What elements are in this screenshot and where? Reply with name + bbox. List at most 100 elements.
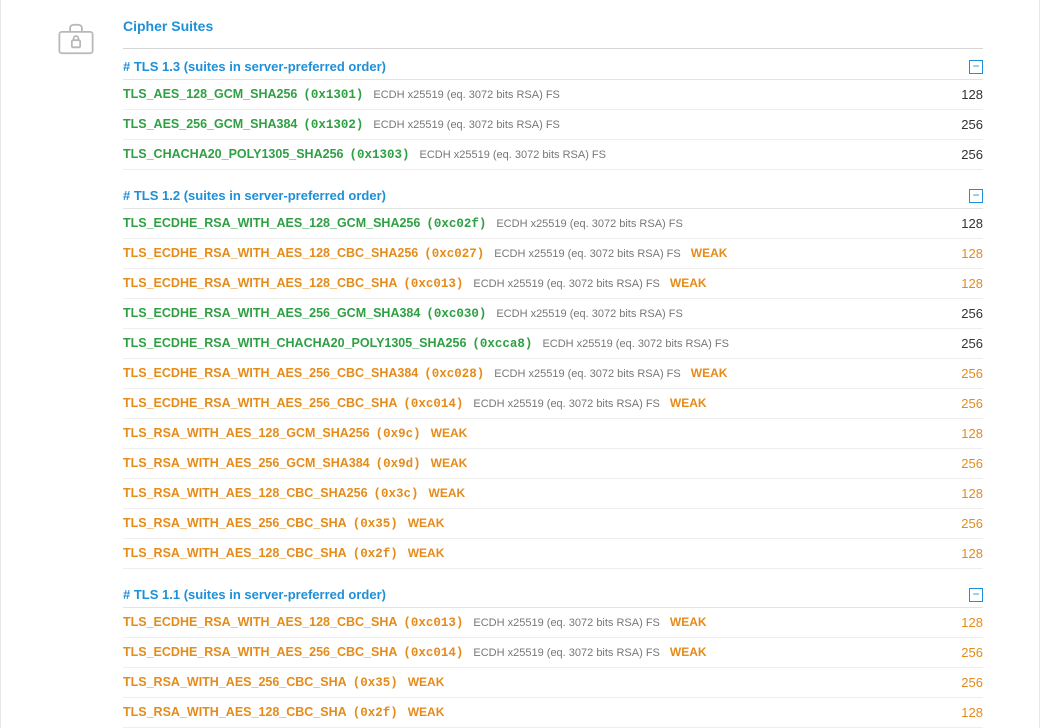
cipher-bits: 256 xyxy=(943,117,983,132)
cipher-name[interactable]: TLS_RSA_WITH_AES_128_CBC_SHA xyxy=(123,705,347,719)
weak-badge: WEAK xyxy=(670,645,707,659)
cipher-row-left: TLS_ECDHE_RSA_WITH_AES_256_CBC_SHA(0xc01… xyxy=(123,396,707,411)
cipher-bits: 256 xyxy=(943,306,983,321)
cipher-row-left: TLS_RSA_WITH_AES_128_CBC_SHA(0x2f)WEAK xyxy=(123,705,444,720)
cipher-name[interactable]: TLS_ECDHE_RSA_WITH_AES_128_CBC_SHA xyxy=(123,615,397,629)
weak-badge: WEAK xyxy=(431,456,468,470)
cipher-name[interactable]: TLS_RSA_WITH_AES_256_GCM_SHA384 xyxy=(123,456,370,470)
page-container: Cipher Suites # TLS 1.3 (suites in serve… xyxy=(0,0,1040,728)
collapse-toggle-icon[interactable] xyxy=(969,189,983,203)
cipher-hex: (0x9c) xyxy=(376,427,421,441)
weak-badge: WEAK xyxy=(408,675,445,689)
cipher-bits: 128 xyxy=(943,276,983,291)
cipher-row: TLS_ECDHE_RSA_WITH_AES_256_CBC_SHA384(0x… xyxy=(123,359,983,389)
cipher-bits: 256 xyxy=(943,366,983,381)
group-header-tls12: # TLS 1.2 (suites in server-preferred or… xyxy=(123,188,983,209)
cipher-row-left: TLS_AES_256_GCM_SHA384 (0x1302) ECDH x2551… xyxy=(123,117,560,132)
cipher-bits: 128 xyxy=(943,705,983,720)
cipher-name[interactable]: TLS_ECDHE_RSA_WITH_AES_256_CBC_SHA xyxy=(123,645,397,659)
group-header-label: # TLS 1.3 (suites in server-preferred or… xyxy=(123,59,386,74)
cipher-meta: ECDH x25519 (eq. 3072 bits RSA) FS xyxy=(473,278,659,290)
cipher-row-left: TLS_ECDHE_RSA_WITH_AES_256_CBC_SHA384(0x… xyxy=(123,366,727,381)
collapse-toggle-icon[interactable] xyxy=(969,588,983,602)
cipher-meta: ECDH x25519 (eq. 3072 bits RSA) FS xyxy=(473,398,659,410)
weak-badge: WEAK xyxy=(670,396,707,410)
cipher-bits: 256 xyxy=(943,675,983,690)
cipher-row-left: TLS_RSA_WITH_AES_128_CBC_SHA(0x2f)WEAK xyxy=(123,546,444,561)
cipher-hex: (0xc030) xyxy=(426,307,486,321)
cipher-meta: ECDH x25519 (eq. 3072 bits RSA) FS xyxy=(496,308,682,320)
cipher-bits: 256 xyxy=(943,147,983,162)
cipher-hex: (0xc014) xyxy=(403,646,463,660)
cipher-row-left: TLS_ECDHE_RSA_WITH_AES_256_GCM_SHA384 (0x… xyxy=(123,306,683,321)
cipher-name[interactable]: TLS_ECDHE_RSA_WITH_AES_256_GCM_SHA384 xyxy=(123,306,420,320)
cipher-row-left: TLS_RSA_WITH_AES_256_GCM_SHA384(0x9d)WEA… xyxy=(123,456,467,471)
cipher-suites-section: Cipher Suites # TLS 1.3 (suites in serve… xyxy=(1,18,1039,728)
cipher-row-left: TLS_RSA_WITH_AES_128_GCM_SHA256 (0x9c) WEA… xyxy=(123,426,467,441)
cipher-meta: ECDH x25519 (eq. 3072 bits RSA) FS xyxy=(494,368,680,380)
cipher-meta: ECDH x25519 (eq. 3072 bits RSA) FS xyxy=(373,89,559,101)
cipher-row: TLS_RSA_WITH_AES_128_GCM_SHA256 (0x9c) WEA… xyxy=(123,419,983,449)
cipher-hex: (0x1301) xyxy=(303,88,363,102)
cipher-row: TLS_ECDHE_RSA_WITH_AES_256_GCM_SHA384 (0x… xyxy=(123,299,983,329)
cipher-name[interactable]: TLS_RSA_WITH_AES_128_CBC_SHA xyxy=(123,546,347,560)
cipher-row-left: TLS_ECDHE_RSA_WITH_CHACHA20_POLY1305_SHA… xyxy=(123,336,729,351)
cipher-name[interactable]: TLS_ECDHE_RSA_WITH_AES_128_CBC_SHA256 xyxy=(123,246,418,260)
collapse-toggle-icon[interactable] xyxy=(969,60,983,74)
cipher-name[interactable]: TLS_AES_128_GCM_SHA256 xyxy=(123,87,297,101)
cipher-bits: 256 xyxy=(943,456,983,471)
section-icon-column xyxy=(57,18,123,56)
weak-badge: WEAK xyxy=(670,615,707,629)
cipher-row: TLS_ECDHE_RSA_WITH_AES_256_CBC_SHA(0xc01… xyxy=(123,389,983,419)
cipher-name[interactable]: TLS_ECDHE_RSA_WITH_AES_256_CBC_SHA384 xyxy=(123,366,418,380)
group-header-tls13: # TLS 1.3 (suites in server-preferred or… xyxy=(123,59,983,80)
cipher-hex: (0xc013) xyxy=(403,277,463,291)
cipher-name[interactable]: TLS_ECDHE_RSA_WITH_AES_256_CBC_SHA xyxy=(123,396,397,410)
cipher-row-left: TLS_RSA_WITH_AES_128_CBC_SHA256(0x3c)WEA… xyxy=(123,486,465,501)
cipher-meta: ECDH x25519 (eq. 3072 bits RSA) FS xyxy=(473,617,659,629)
cipher-hex: (0xcca8) xyxy=(472,337,532,351)
cipher-row: TLS_RSA_WITH_AES_128_CBC_SHA(0x2f)WEAK12… xyxy=(123,539,983,569)
weak-badge: WEAK xyxy=(691,246,728,260)
cipher-meta: ECDH x25519 (eq. 3072 bits RSA) FS xyxy=(420,149,606,161)
cipher-row-left: TLS_RSA_WITH_AES_256_CBC_SHA (0x35) WEAK xyxy=(123,516,444,531)
cipher-row: TLS_AES_256_GCM_SHA384 (0x1302) ECDH x2551… xyxy=(123,110,983,140)
cipher-row-left: TLS_ECDHE_RSA_WITH_AES_128_CBC_SHA (0xc01… xyxy=(123,615,707,630)
cipher-name[interactable]: TLS_ECDHE_RSA_WITH_CHACHA20_POLY1305_SHA… xyxy=(123,336,466,350)
cipher-bits: 256 xyxy=(943,516,983,531)
cipher-row-left: TLS_ECDHE_RSA_WITH_AES_128_CBC_SHA256(0x… xyxy=(123,246,727,261)
cipher-bits: 128 xyxy=(943,615,983,630)
cipher-bits: 128 xyxy=(943,426,983,441)
cipher-hex: (0x35) xyxy=(353,676,398,690)
weak-badge: WEAK xyxy=(429,486,466,500)
cipher-row: TLS_RSA_WITH_AES_256_CBC_SHA (0x35) WEAK 25… xyxy=(123,668,983,698)
cipher-hex: (0x35) xyxy=(353,517,398,531)
cipher-row-left: TLS_ECDHE_RSA_WITH_AES_256_CBC_SHA (0xc01… xyxy=(123,645,707,660)
cipher-name[interactable]: TLS_RSA_WITH_AES_128_CBC_SHA256 xyxy=(123,486,368,500)
weak-badge: WEAK xyxy=(431,426,468,440)
title-underline xyxy=(123,48,983,49)
cipher-name[interactable]: TLS_RSA_WITH_AES_128_GCM_SHA256 xyxy=(123,426,370,440)
cipher-name[interactable]: TLS_ECDHE_RSA_WITH_AES_128_GCM_SHA256 xyxy=(123,216,420,230)
cipher-meta: ECDH x25519 (eq. 3072 bits RSA) FS xyxy=(473,647,659,659)
cipher-row: TLS_RSA_WITH_AES_256_GCM_SHA384(0x9d)WEA… xyxy=(123,449,983,479)
cipher-bits: 256 xyxy=(943,645,983,660)
cipher-meta: ECDH x25519 (eq. 3072 bits RSA) FS xyxy=(373,119,559,131)
cipher-row: TLS_ECDHE_RSA_WITH_AES_128_CBC_SHA (0xc01… xyxy=(123,608,983,638)
group-header-label: # TLS 1.2 (suites in server-preferred or… xyxy=(123,188,386,203)
cipher-name[interactable]: TLS_AES_256_GCM_SHA384 xyxy=(123,117,297,131)
weak-badge: WEAK xyxy=(691,366,728,380)
cipher-name[interactable]: TLS_CHACHA20_POLY1305_SHA256 xyxy=(123,147,343,161)
cipher-name[interactable]: TLS_RSA_WITH_AES_256_CBC_SHA xyxy=(123,675,347,689)
cipher-row-left: TLS_CHACHA20_POLY1305_SHA256(0x1303)ECDH… xyxy=(123,147,606,162)
cipher-name[interactable]: TLS_ECDHE_RSA_WITH_AES_128_CBC_SHA xyxy=(123,276,397,290)
cipher-hex: (0xc013) xyxy=(403,616,463,630)
cipher-row-left: TLS_AES_128_GCM_SHA256 (0x1301) ECDH x2551… xyxy=(123,87,560,102)
cipher-row: TLS_ECDHE_RSA_WITH_AES_256_CBC_SHA (0xc01… xyxy=(123,638,983,668)
weak-badge: WEAK xyxy=(408,516,445,530)
weak-badge: WEAK xyxy=(408,546,445,560)
group-header-tls11: # TLS 1.1 (suites in server-preferred or… xyxy=(123,587,983,608)
cipher-hex: (0x1302) xyxy=(303,118,363,132)
cipher-bits: 256 xyxy=(943,396,983,411)
cipher-name[interactable]: TLS_RSA_WITH_AES_256_CBC_SHA xyxy=(123,516,347,530)
